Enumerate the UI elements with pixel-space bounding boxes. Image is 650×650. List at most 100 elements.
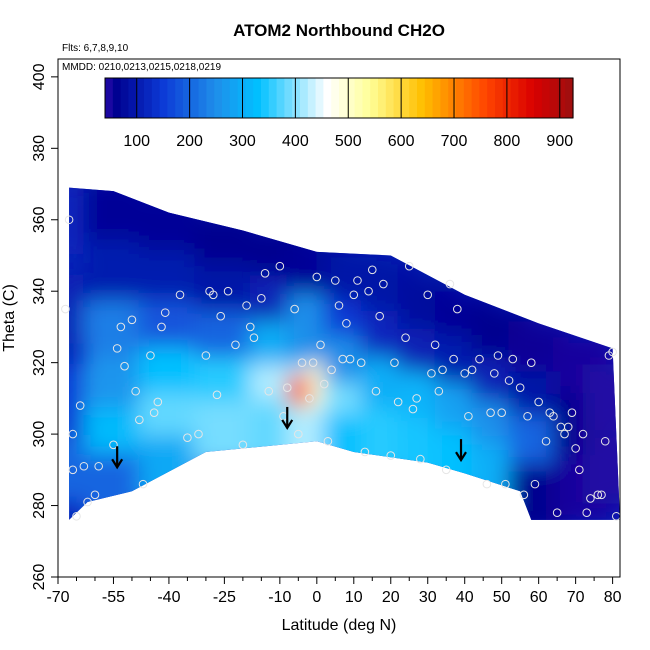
sample-point — [445, 279, 455, 289]
colorbar-tick-label: 900 — [546, 133, 573, 150]
x-tick-label: 40 — [456, 589, 474, 606]
colorbar-segment — [510, 78, 519, 118]
sample-point — [464, 411, 473, 421]
sample-point — [423, 290, 433, 300]
colorbar-tick-label: 600 — [388, 133, 415, 150]
colorbar-segment — [268, 78, 278, 118]
sample-point — [371, 386, 381, 396]
sample-point — [349, 290, 359, 300]
sample-point — [434, 386, 444, 396]
colorbar-segment — [284, 78, 293, 118]
sample-point — [175, 290, 185, 300]
sample-point — [582, 508, 592, 517]
x-tick-label: 10 — [345, 589, 363, 606]
y-tick-label: 300 — [31, 421, 48, 448]
sample-point — [135, 415, 144, 425]
x-tick-label: -40 — [157, 589, 180, 606]
x-tick-label: 50 — [493, 589, 511, 606]
sample-point — [489, 369, 499, 378]
sample-point — [427, 369, 436, 378]
sample-point — [375, 311, 384, 321]
sample-point — [467, 365, 477, 375]
colorbar: 100 200 300 400 500 600 700 800 900 — [104, 77, 574, 150]
sample-point — [504, 376, 514, 385]
sample-point — [501, 479, 510, 489]
sample-point — [578, 429, 588, 439]
colorbar-segment — [385, 78, 395, 118]
sample-point — [90, 490, 100, 500]
chart-title: ATOM2 Northbound CH2O — [233, 21, 445, 40]
sample-point — [608, 347, 617, 357]
sample-point — [127, 315, 137, 325]
colorbar-tick-label: 700 — [441, 133, 468, 150]
arrow — [455, 439, 467, 463]
sample-point — [331, 276, 340, 285]
y-tick-label: 260 — [31, 564, 48, 591]
sample-point — [530, 479, 540, 489]
sample-point — [575, 465, 584, 475]
colorbar-segment — [479, 78, 488, 118]
colorbar-tick-label: 500 — [335, 133, 362, 150]
sample-point — [242, 301, 251, 310]
sample-point — [367, 265, 377, 275]
sample-point — [290, 304, 299, 314]
sample-point — [323, 436, 333, 446]
colorbar-tick-label: 800 — [494, 133, 521, 150]
heatmap-cell — [83, 453, 144, 520]
colorbar-segment — [541, 78, 551, 118]
colorbar-segment — [487, 78, 496, 118]
colorbar-segment — [518, 78, 527, 118]
sample-point — [441, 465, 451, 475]
y-axis: 260 280 300 320 340 360 380 400 — [31, 63, 58, 590]
arrow-markers — [111, 406, 467, 470]
sample-point — [593, 490, 603, 500]
sample-point — [404, 261, 414, 271]
sample-point — [586, 494, 595, 503]
sample-point — [475, 354, 484, 364]
sample-point — [120, 361, 129, 371]
colorbar-segment — [120, 78, 129, 118]
x-tick-label: -55 — [102, 589, 125, 606]
heatmap-cell — [138, 435, 199, 504]
sample-point — [208, 290, 218, 300]
colorbar-segment — [362, 78, 371, 118]
colorbar-segment — [456, 78, 465, 118]
sample-point — [497, 408, 506, 417]
colorbar-segment — [105, 78, 114, 118]
sample-point — [157, 322, 166, 332]
arrow — [281, 406, 294, 431]
heatmap-cell — [83, 239, 144, 308]
sample-point — [534, 397, 543, 407]
colorbar-segment — [307, 78, 317, 118]
sample-point — [360, 447, 370, 457]
sample-point — [183, 433, 192, 442]
sample-point — [260, 269, 270, 278]
x-tick-label: 80 — [604, 589, 622, 606]
colorbar-segment — [276, 78, 285, 118]
sample-point — [153, 397, 163, 407]
colorbar-tick-label: 300 — [229, 133, 256, 150]
colorbar-segment — [534, 78, 543, 118]
sample-point — [245, 322, 255, 332]
sample-point — [294, 429, 303, 439]
heatmap-cell — [194, 400, 255, 469]
colorbar-segment — [245, 78, 254, 118]
sample-point — [112, 344, 122, 353]
colorbar-segment — [151, 78, 161, 118]
colorbar-segment — [323, 78, 332, 118]
sample-point — [560, 429, 569, 439]
sample-point — [597, 490, 606, 500]
x-axis: -70 -55 -40 -25 -10 0 10 20 30 40 50 60 70 80 — [46, 577, 622, 606]
colorbar-segment — [237, 78, 246, 118]
flights-note: Flts: 6,7,8,9,10 — [62, 43, 129, 54]
colorbar-segment — [128, 78, 137, 118]
sample-point — [231, 340, 240, 350]
x-axis-label: Latitude (deg N) — [282, 617, 397, 634]
y-axis-label: Theta (C) — [1, 284, 18, 352]
sample-point — [297, 358, 307, 367]
colorbar-segment — [229, 78, 239, 118]
colorbar-segment — [198, 78, 207, 118]
sample-markers — [61, 215, 621, 521]
sample-point — [64, 215, 74, 225]
